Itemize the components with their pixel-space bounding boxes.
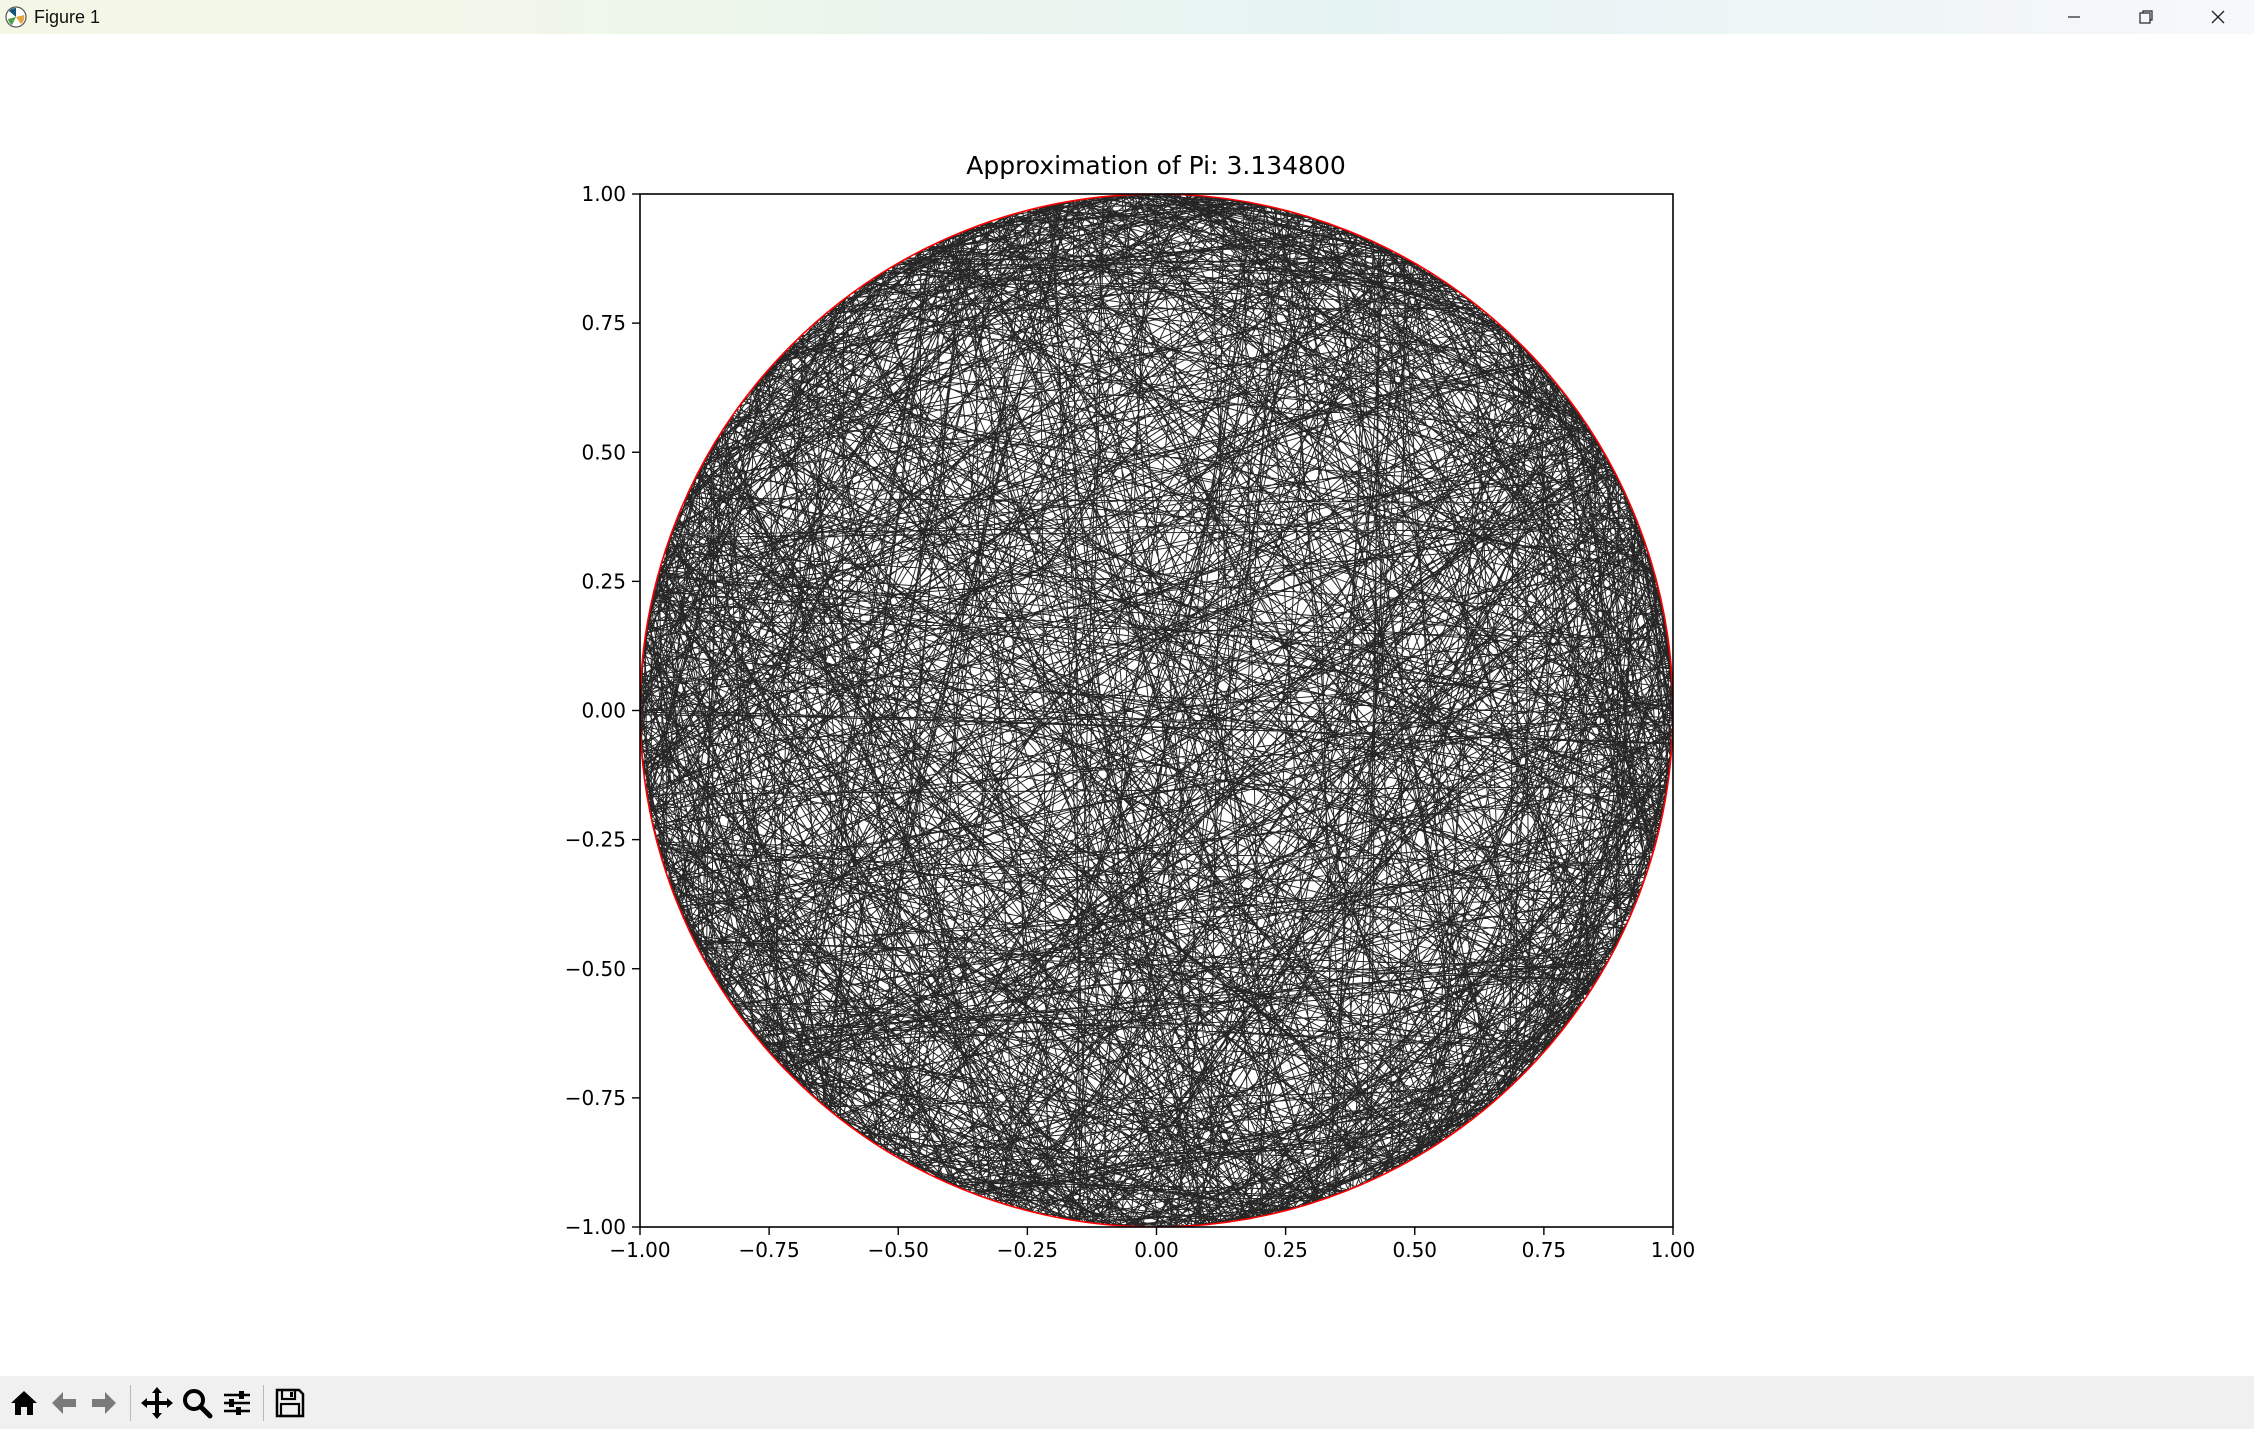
figure-canvas[interactable]: Approximation of Pi: 3.134800 −1.00 −0.75…	[0, 34, 2254, 1376]
x-tick-label: 1.00	[1651, 1238, 1696, 1262]
navigation-toolbar	[0, 1376, 2254, 1429]
x-tick-label: −0.50	[868, 1238, 929, 1262]
window-controls	[2038, 0, 2254, 34]
y-axis: −1.00 −0.75 −0.50 −0.25 0.00 0.25 0.50 0.75 1.00	[565, 182, 640, 1239]
x-tick-label: 0.25	[1263, 1238, 1308, 1262]
close-button[interactable]	[2182, 0, 2254, 34]
toolbar-separator	[130, 1384, 131, 1421]
arrow-left-icon	[52, 1391, 76, 1414]
move-icon	[141, 1386, 173, 1419]
window-title: Figure 1	[34, 6, 101, 27]
x-tick-label: 0.00	[1134, 1238, 1179, 1262]
y-tick-label: 1.00	[581, 182, 626, 206]
y-tick-label: 0.25	[581, 569, 626, 593]
back-button[interactable]	[44, 1383, 84, 1423]
y-tick-label: 0.75	[581, 311, 626, 335]
restore-button[interactable]	[2110, 0, 2182, 34]
zoom-button[interactable]	[177, 1383, 217, 1423]
window-titlebar: Figure 1	[0, 0, 2254, 34]
chart-title: Approximation of Pi: 3.134800	[966, 151, 1346, 180]
minimize-icon	[2068, 16, 2080, 18]
y-tick-label: −0.25	[565, 828, 626, 852]
y-tick-label: 0.00	[581, 699, 626, 723]
random-chords	[640, 194, 1673, 1227]
x-tick-label: 0.75	[1522, 1238, 1567, 1262]
x-tick-label: −0.25	[997, 1238, 1058, 1262]
configure-subplots-button[interactable]	[217, 1383, 257, 1423]
x-axis: −1.00 −0.75 −0.50 −0.25 0.00 0.25 0.50 0.75 1.00	[609, 1227, 1695, 1262]
y-tick-label: −0.75	[565, 1086, 626, 1110]
x-tick-label: −0.75	[738, 1238, 799, 1262]
magnifier-icon	[183, 1388, 213, 1418]
chart: Approximation of Pi: 3.134800 −1.00 −0.75…	[565, 151, 1696, 1262]
x-tick-label: −1.00	[609, 1238, 670, 1262]
y-tick-label: 0.50	[581, 440, 626, 464]
floppy-disk-icon	[275, 1388, 305, 1417]
minimize-button[interactable]	[2038, 0, 2110, 34]
toolbar-separator	[263, 1384, 264, 1421]
restore-icon	[2139, 10, 2153, 24]
save-button[interactable]	[270, 1383, 310, 1423]
forward-button[interactable]	[84, 1383, 124, 1423]
y-tick-label: −0.50	[565, 957, 626, 981]
y-tick-label: −1.00	[565, 1215, 626, 1239]
pan-button[interactable]	[137, 1383, 177, 1423]
close-icon	[2211, 10, 2225, 24]
chord-lines	[640, 194, 1673, 1227]
home-button[interactable]	[4, 1383, 44, 1423]
home-icon	[11, 1390, 37, 1415]
matplotlib-app-icon	[5, 6, 27, 28]
sliders-icon	[224, 1390, 250, 1415]
arrow-right-icon	[92, 1391, 116, 1414]
x-tick-label: 0.50	[1392, 1238, 1437, 1262]
